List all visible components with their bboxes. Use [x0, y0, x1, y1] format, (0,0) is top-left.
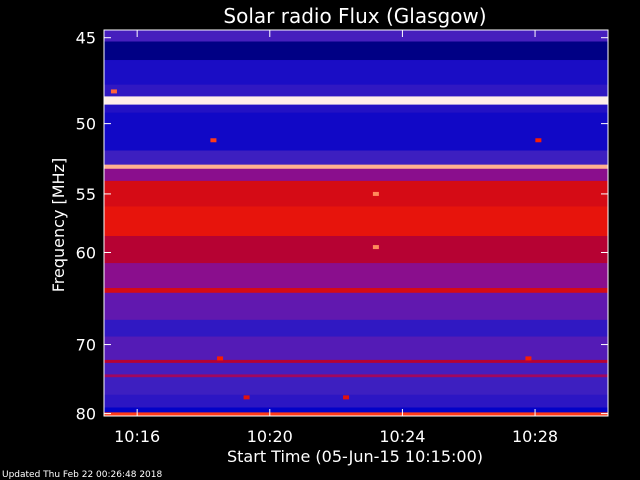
heatmap-band-24 [104, 412, 608, 417]
heatmap-band-21 [104, 377, 608, 396]
burst-mark-3 [535, 138, 542, 143]
x-axis-label: Start Time (05-Jun-15 10:15:00) [227, 447, 483, 466]
y-tick-label-3: 60 [76, 243, 96, 262]
heatmap-band-23 [104, 407, 608, 413]
heatmap-band-8 [104, 164, 608, 170]
burst-mark-7 [243, 395, 250, 400]
heatmap-band-18 [104, 359, 608, 364]
chart-title: Solar radio Flux (Glasgow) [223, 4, 486, 28]
heatmap-band-20 [104, 374, 608, 378]
y-tick-label-5: 80 [76, 405, 96, 424]
heatmap-band-9 [104, 168, 608, 182]
y-tick-label-2: 55 [76, 185, 96, 204]
burst-mark-6 [525, 356, 532, 361]
heatmap-band-16 [104, 319, 608, 338]
heatmap-band-7 [104, 150, 608, 166]
burst-mark-2 [210, 138, 217, 143]
heatmap-band-5 [104, 104, 608, 114]
y-tick-label-4: 70 [76, 336, 96, 355]
heatmap-band-11 [104, 206, 608, 237]
y-tick-label-1: 50 [76, 115, 96, 134]
heatmap-band-14 [104, 288, 608, 294]
y-tick-label-0: 45 [76, 29, 96, 48]
tick-layer: 45 50 55 60 70 80 10:16 10:20 10:24 10:28 [76, 29, 608, 446]
heatmap-band-17 [104, 336, 608, 361]
heatmap-band-6 [104, 112, 608, 151]
heatmap-layer [104, 30, 608, 417]
burst-mark-0 [372, 191, 379, 196]
updated-timestamp: Updated Thu Feb 22 00:26:48 2018 [2, 470, 163, 480]
heatmap-band-13 [104, 263, 608, 289]
x-tick-label-1: 10:20 [247, 427, 293, 446]
heatmap-band-12 [104, 235, 608, 264]
burst-mark-4 [110, 89, 117, 94]
y-axis-label: Frequency [MHz] [49, 158, 68, 292]
burst-mark-1 [372, 245, 379, 250]
heatmap-band-19 [104, 362, 608, 375]
x-tick-label-2: 10:24 [379, 427, 425, 446]
heatmap-band-3 [104, 84, 608, 97]
burst-mark-5 [217, 356, 224, 361]
heatmap-band-22 [104, 394, 608, 408]
heatmap-band-2 [104, 60, 608, 86]
heatmap-band-0 [104, 30, 608, 43]
heatmap-band-15 [104, 292, 608, 321]
heatmap-band-1 [104, 41, 608, 61]
x-tick-label-0: 10:16 [114, 427, 160, 446]
burst-mark-8 [343, 395, 350, 400]
plot-frame [103, 29, 609, 417]
heatmap-band-4 [104, 96, 608, 106]
heatmap-band-10 [104, 180, 608, 207]
x-tick-label-3: 10:28 [512, 427, 558, 446]
